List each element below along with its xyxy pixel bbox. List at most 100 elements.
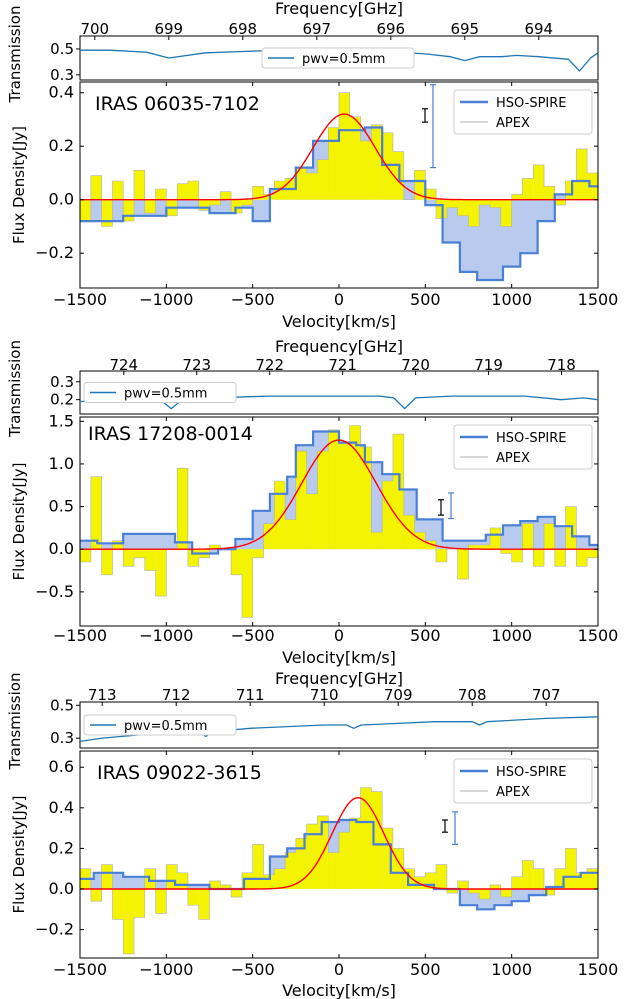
spire-fill: [80, 127, 598, 280]
apex-bar: [144, 199, 156, 214]
freq-tick-label: 696: [376, 20, 405, 38]
freq-tick-label: 721: [328, 356, 357, 374]
apex-bar: [436, 549, 447, 563]
apex-bar: [490, 527, 501, 550]
apex-bar: [490, 199, 501, 208]
apex-bar: [446, 889, 458, 894]
apex-bar: [285, 852, 297, 889]
freq-tick-label: 697: [302, 20, 331, 38]
apex-bar: [511, 876, 523, 889]
flux-ytick-label: 0.2: [49, 136, 74, 155]
apex-bar: [187, 549, 199, 567]
velocity-tick-label: −500: [231, 960, 275, 979]
velocity-tick-label: 1000: [491, 290, 532, 309]
velocity-axis-label: Velocity[km/s]: [282, 981, 396, 999]
freq-tick-label: 698: [228, 20, 257, 38]
apex-bar: [80, 549, 91, 563]
velocity-tick-label: 0: [334, 626, 344, 645]
apex-bar: [252, 844, 264, 889]
apex-bar: [457, 549, 469, 580]
apex-bar: [576, 872, 588, 889]
apex-bar: [90, 175, 102, 200]
apex-bar: [134, 170, 145, 200]
apex-bar: [457, 880, 469, 889]
apex-bar: [392, 434, 404, 550]
flux-ytick-label: 0.5: [49, 497, 74, 516]
apex-bar: [403, 515, 415, 550]
apex-bar: [436, 199, 447, 219]
apex-bar: [554, 549, 566, 567]
velocity-tick-label: −500: [231, 626, 275, 645]
apex-bar: [112, 540, 124, 550]
apex-bar: [177, 468, 189, 550]
spire-step-line: [80, 430, 598, 555]
velocity-tick-label: 1500: [578, 290, 619, 309]
apex-bar: [339, 442, 350, 550]
apex-bar: [533, 549, 545, 567]
freq-tick-label: 708: [458, 686, 487, 704]
apex-bar: [490, 884, 501, 889]
apex-bar: [533, 868, 545, 889]
apex-bar: [187, 889, 199, 906]
velocity-tick-label: 1000: [491, 960, 532, 979]
velocity-tick-label: −1000: [139, 960, 193, 979]
apex-bar: [263, 523, 275, 550]
apex-bar: [231, 199, 242, 214]
apex-bar: [468, 544, 480, 550]
freq-tick-label: 724: [109, 356, 138, 374]
freq-tick-label: 713: [88, 686, 117, 704]
velocity-tick-label: 0: [334, 960, 344, 979]
velocity-axis-label: Velocity[km/s]: [282, 312, 396, 331]
flux-ytick-label: 0.0: [49, 539, 74, 558]
apex-bar: [522, 523, 534, 550]
apex-bar: [425, 872, 437, 889]
apex-bar: [511, 194, 523, 200]
transmission-axis-label: Transmission: [6, 6, 24, 104]
freq-tick-label: 694: [524, 20, 553, 38]
velocity-axis-label: Velocity[km/s]: [282, 648, 396, 667]
apex-bar: [198, 199, 210, 211]
apex-bar: [349, 817, 361, 889]
trans-ytick-label: 0.3: [50, 373, 74, 391]
spire-step-line: [80, 126, 598, 282]
apex-bar: [565, 180, 577, 200]
legend-label-pwv: pwv=0.5mm: [302, 52, 385, 67]
apex-bar: [382, 828, 394, 889]
flux-ytick-label: 0.0: [49, 879, 74, 898]
transmission-legend: [261, 47, 415, 69]
apex-bar: [144, 549, 156, 571]
freq-tick-label: 700: [80, 20, 109, 38]
velocity-tick-label: 1000: [491, 626, 532, 645]
apex-bar: [220, 191, 232, 200]
apex-bar: [360, 787, 372, 889]
apex-bar: [554, 199, 566, 206]
apex-bar: [522, 860, 534, 889]
gaussian-fit: [80, 796, 598, 890]
apex-bar: [231, 889, 242, 898]
apex-bar: [446, 199, 458, 208]
apex-bar: [274, 480, 286, 550]
apex-bar: [155, 889, 167, 914]
apex-bar: [285, 519, 297, 550]
freq-tick-label: 719: [474, 356, 503, 374]
freq-tick-label: 723: [182, 356, 211, 374]
gaussian-fit: [80, 113, 598, 201]
apex-bar: [198, 889, 210, 920]
gaussian-fit: [80, 439, 598, 550]
apex-bar: [543, 889, 555, 896]
apex-bar: [349, 116, 361, 200]
flux-plot-area: [80, 92, 598, 282]
flux-ytick-label: −0.2: [35, 243, 74, 262]
apex-bar: [80, 199, 91, 222]
apex-bar: [306, 172, 318, 200]
legend-label-pwv: pwv=0.5mm: [124, 387, 207, 402]
apex-bar: [209, 544, 221, 550]
transmission-legend: [83, 382, 237, 403]
apex-bar: [533, 164, 545, 200]
apex-bar: [457, 199, 469, 216]
apex-bar: [339, 832, 350, 889]
legend-label-spire: HSO-SPIRE: [496, 765, 566, 780]
flux-axis-label: Flux Density[Jy]: [10, 126, 28, 244]
apex-bar: [134, 889, 145, 918]
apex-bar: [360, 140, 372, 200]
